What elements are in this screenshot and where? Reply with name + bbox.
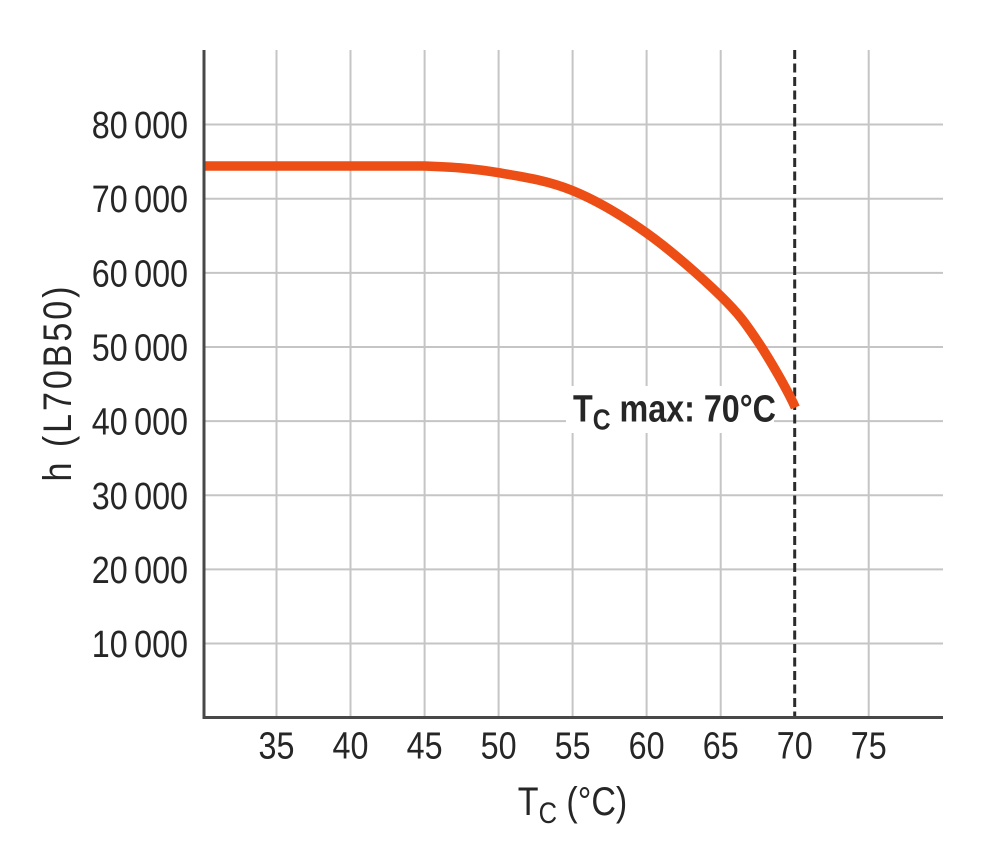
- svg-text:40 000: 40 000: [92, 401, 188, 443]
- svg-text:35: 35: [259, 725, 295, 767]
- svg-text:40: 40: [333, 725, 369, 767]
- svg-text:45: 45: [407, 725, 443, 767]
- svg-text:30 000: 30 000: [92, 475, 188, 517]
- svg-text:55: 55: [555, 725, 591, 767]
- svg-text:TC max: 70°C: TC max: 70°C: [573, 388, 776, 436]
- svg-text:60 000: 60 000: [92, 253, 188, 295]
- svg-text:TC (°C): TC (°C): [518, 778, 627, 829]
- svg-text:50: 50: [481, 725, 517, 767]
- svg-text:80 000: 80 000: [92, 105, 188, 147]
- svg-text:65: 65: [703, 725, 739, 767]
- svg-text:10 000: 10 000: [92, 624, 188, 666]
- svg-text:60: 60: [629, 725, 665, 767]
- svg-text:50 000: 50 000: [92, 327, 188, 369]
- svg-text:20 000: 20 000: [92, 549, 188, 591]
- svg-text:70: 70: [777, 725, 813, 767]
- svg-text:75: 75: [851, 725, 887, 767]
- svg-text:70 000: 70 000: [92, 179, 188, 221]
- svg-text:h (L70B50): h (L70B50): [34, 284, 79, 482]
